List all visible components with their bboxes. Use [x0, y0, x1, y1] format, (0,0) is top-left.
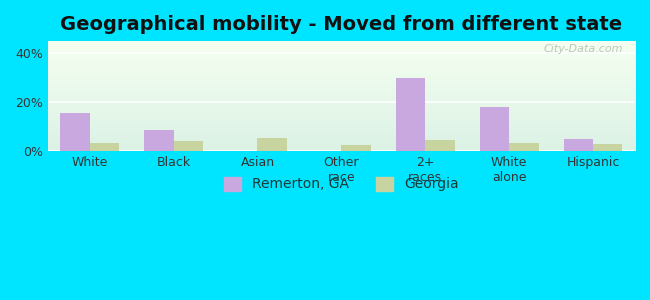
- Legend: Remerton, GA, Georgia: Remerton, GA, Georgia: [218, 171, 464, 197]
- Bar: [174, 141, 203, 151]
- Bar: [396, 78, 425, 151]
- Bar: [257, 138, 287, 151]
- Bar: [509, 142, 538, 151]
- Bar: [593, 144, 623, 151]
- Title: Geographical mobility - Moved from different state: Geographical mobility - Moved from diffe…: [60, 15, 623, 34]
- Text: City-Data.com: City-Data.com: [544, 44, 623, 54]
- Bar: [90, 142, 119, 151]
- Bar: [480, 107, 509, 151]
- Bar: [341, 145, 370, 151]
- Bar: [60, 113, 90, 151]
- Bar: [564, 139, 593, 151]
- Bar: [425, 140, 454, 151]
- Bar: [144, 130, 174, 151]
